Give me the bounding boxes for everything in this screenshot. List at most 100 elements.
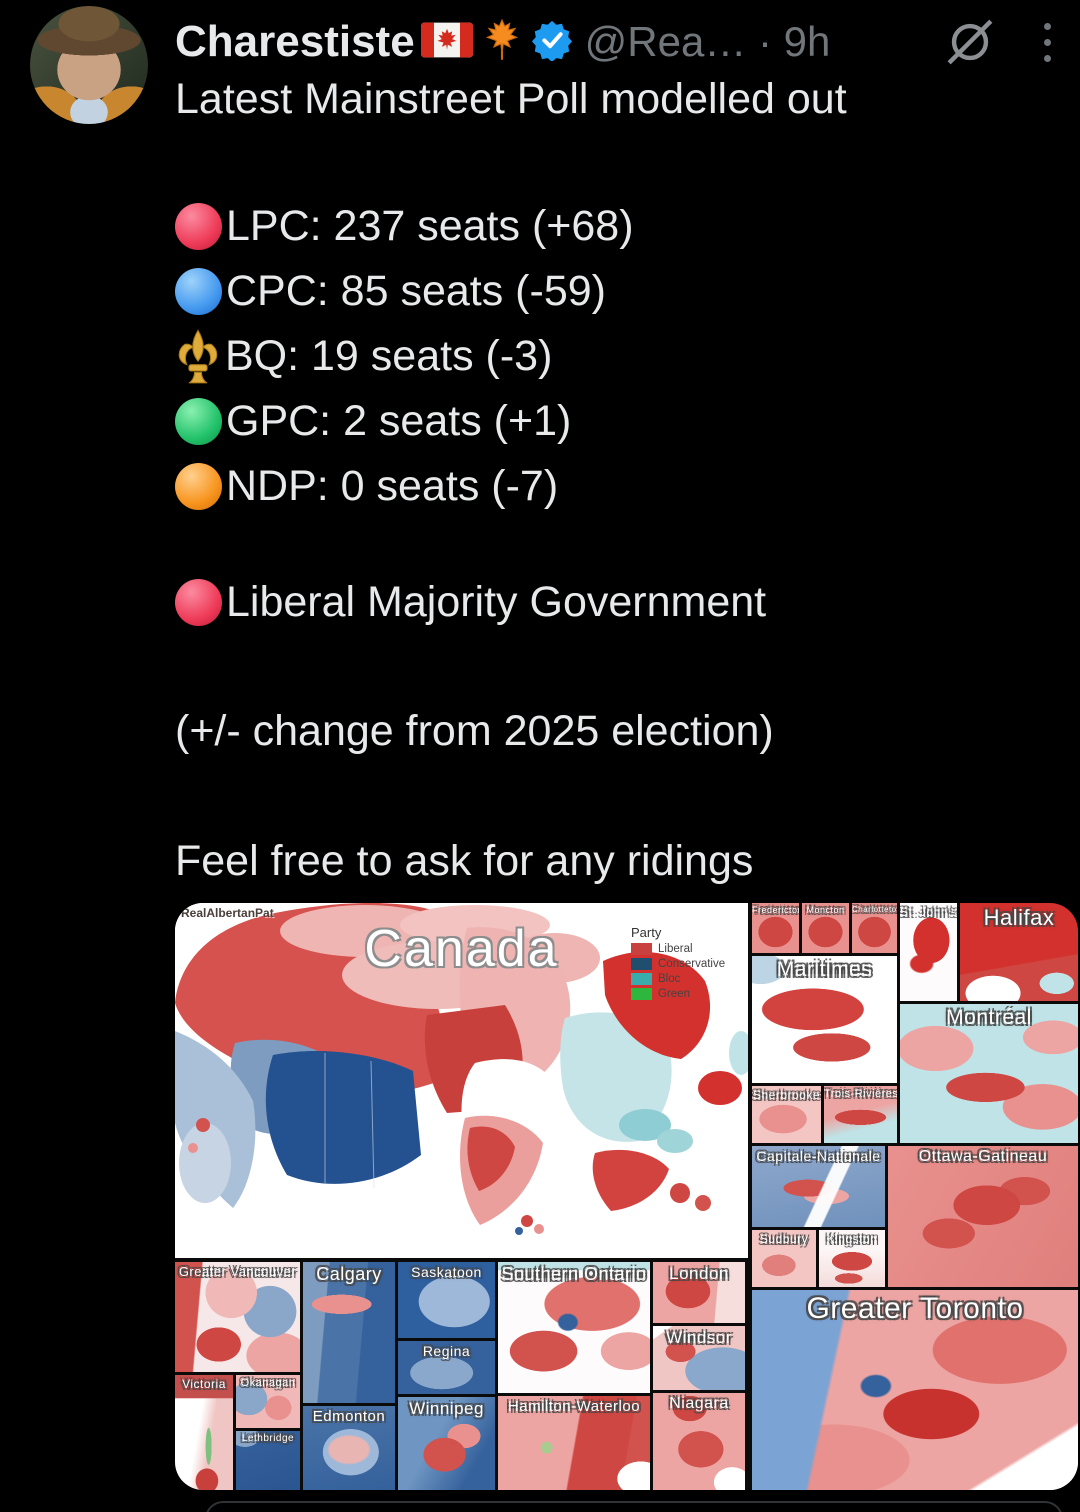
map-inset-hamilton-waterloo: Hamilton-Waterloo [498,1396,650,1490]
seat-text: NDP: 0 seats (-7) [226,462,559,510]
grok-actions-icon[interactable] [943,15,997,69]
map-inset-fredericton: Fredericton [752,903,799,953]
map-inset-label: Edmonton [312,1408,386,1425]
more-menu-icon[interactable] [1039,15,1055,69]
legend-swatch [631,973,652,985]
seat-text: CPC: 85 seats (-59) [226,267,606,315]
legend-entry-bloc: Bloc [631,973,745,985]
map-inset-trois-rivieres: Trois-Rivières [824,1086,897,1143]
map-inset-label: Halifax [983,905,1055,930]
maple-leaf-icon [479,17,525,68]
map-inset-label: Fredericton [752,905,799,915]
map-inset-charlottetown: Charlottetown [852,903,897,953]
seat-list: LPC: 237 seats (+68) CPC: 85 seats (-59) … [175,194,634,519]
legend-label: Bloc [658,973,681,985]
map-inset-montreal: Montréal [900,1004,1078,1143]
red-circle-icon [175,203,222,250]
map-inset-windsor: Windsor [653,1326,745,1390]
map-inset-victoria: Victoria [175,1375,233,1490]
map-inset-ottawa-gatineau: Ottawa-Gatineau [888,1146,1078,1287]
green-circle-icon [175,398,222,445]
legend-label: Liberal [658,943,693,955]
map-watermark: RealAlbertanPat [181,906,274,920]
map-inset-halifax: Halifax [960,903,1078,1001]
map-inset-label: St. John's [900,905,957,919]
map-inset-kingston: Kingston [819,1230,885,1287]
seat-line-0: LPC: 237 seats (+68) [175,194,634,259]
map-inset-label: Ottawa-Gatineau [918,1148,1048,1165]
legend-swatch [631,988,652,1000]
map-inset-winnipeg: Winnipeg [398,1397,495,1490]
map-inset-regina: Regina [398,1341,495,1394]
verified-badge-icon [531,19,573,66]
map-inset-maritimes: Maritimes [752,956,897,1083]
map-inset-label: Sudbury [759,1232,809,1246]
map-inset-label: Regina [422,1343,471,1359]
map-inset-lethbridge: Lethbridge [236,1431,300,1490]
map-inset-label: Windsor [666,1328,732,1347]
map-inset-edmonton: Edmonton [303,1406,395,1490]
map-inset-label: Charlottetown [852,905,897,914]
map-inset-calgary: Calgary [303,1262,395,1403]
map-title: Canada [364,920,559,978]
seat-text: GPC: 2 seats (+1) [226,397,572,445]
seat-line-1: CPC: 85 seats (-59) [175,259,634,324]
handle-and-time[interactable]: @Rea… · 9h [584,18,831,65]
map-legend: Party Liberal Conservative Bloc Green [631,925,745,1003]
map-inset-label: Niagara [669,1395,729,1412]
map-inset-label: Hamilton-Waterloo [507,1398,641,1415]
map-inset-label: Lethbridge [241,1433,295,1444]
map-inset-sherbrooke: Sherbrooke [752,1086,821,1143]
tweet-image-canada-riding-map[interactable]: RealAlbertanPat Canada Party Liberal Cons… [175,903,1078,1490]
map-inset-st-johns: St. John's [900,903,957,1001]
map-inset-label: Kingston [826,1232,878,1246]
map-inset-label: Capitale-Nationale [756,1148,881,1164]
blue-circle-icon [175,268,222,315]
seat-line-4: NDP: 0 seats (-7) [175,454,634,519]
display-name[interactable]: Charestiste [175,17,415,66]
seat-text: BQ: 19 seats (-3) [225,332,553,380]
map-inset-label: Saskatoon [411,1264,482,1280]
map-inset-okanagan: Okanagan [236,1375,300,1428]
majority-line: Liberal Majority Government [175,570,766,635]
seat-line-3: GPC: 2 seats (+1) [175,389,634,454]
closing-line: Feel free to ask for any ridings [175,837,754,885]
red-circle-icon [175,579,222,626]
avatar[interactable] [30,6,148,124]
map-inset-label: Calgary [316,1264,382,1284]
legend-entry-liberal: Liberal [631,943,745,955]
map-inset-greater-vancouver: Greater Vancouver [175,1262,300,1372]
note-line: (+/- change from 2025 election) [175,707,774,755]
map-inset-niagara: Niagara [653,1393,745,1490]
seat-text: LPC: 237 seats (+68) [226,202,634,250]
map-inset-label: London [669,1264,729,1283]
majority-text: Liberal Majority Government [226,578,767,626]
legend-entry-green: Green [631,988,745,1000]
map-inset-label: Sherbrooke [752,1088,821,1102]
orange-circle-icon [175,463,222,510]
map-inset-label: Southern Ontario [501,1264,647,1284]
tweet-header: Charestiste @Rea… · 9h [175,12,1055,72]
map-inset-canada: RealAlbertanPat Canada Party Liberal Cons… [175,903,748,1258]
legend-title: Party [631,925,662,940]
map-inset-label: Greater Toronto [806,1292,1024,1325]
legend-label: Green [658,988,690,1000]
map-inset-saskatoon: Saskatoon [398,1262,495,1338]
legend-swatch [631,958,652,970]
next-card-top-edge[interactable] [205,1501,1063,1512]
map-inset-greater-toronto: Greater Toronto [752,1290,1078,1490]
map-inset-capitale-nationale: Capitale-Nationale [752,1146,885,1227]
fleur-de-lis-icon [175,328,221,385]
map-inset-label: Victoria [182,1377,226,1391]
tweet-intro-line: Latest Mainstreet Poll modelled out [175,75,847,123]
legend-entry-conservative: Conservative [631,958,745,970]
map-inset-label: Montréal [946,1006,1032,1029]
legend-swatch [631,943,652,955]
canada-flag-icon [420,22,473,63]
map-inset-label: Winnipeg [409,1399,484,1418]
legend-label: Conservative [658,958,726,970]
map-inset-label: Okanagan [240,1377,296,1389]
map-inset-label: Trois-Rivières [824,1088,897,1100]
map-inset-southern-ontario: Southern Ontario [498,1262,650,1393]
